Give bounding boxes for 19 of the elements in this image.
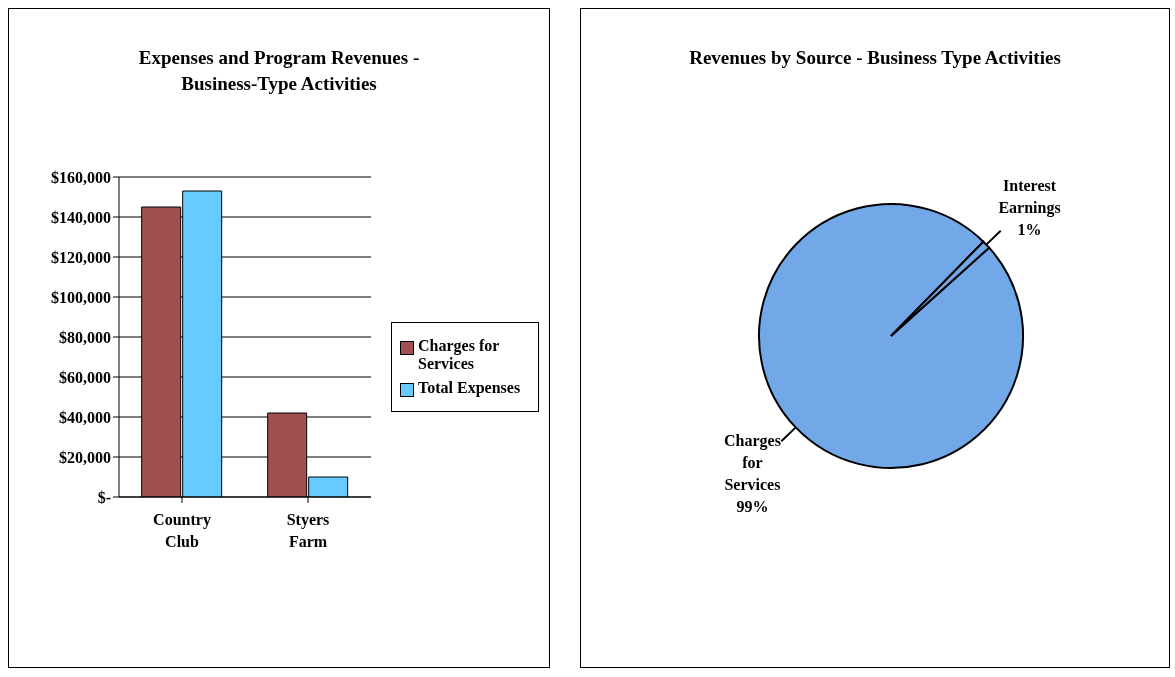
x-tick-label: Styers Farm [286,511,330,550]
y-tick-label: $80,000 [59,328,111,346]
y-tick-label: $- [97,488,111,506]
legend-label: Total Expenses [418,379,521,397]
y-tick-label: $40,000 [59,408,111,426]
y-tick-label: $60,000 [59,368,111,386]
y-tick-label: $100,000 [51,288,111,306]
y-tick-label: $120,000 [51,248,111,266]
x-tick-label: Country Club [153,511,211,550]
slice-label: Charges for Services [723,431,781,493]
chart-title: Revenues by Source - Business Type Activities [688,46,1062,70]
slice-label: Interest Earnings [998,177,1061,218]
legend-label: Charges for Services [418,337,501,373]
y-tick-label: $160,000 [51,168,111,186]
data-label: 99% [736,497,769,515]
y-tick-label: $140,000 [51,208,111,226]
y-tick-label: $20,000 [59,448,111,466]
data-label: 1% [1017,221,1042,239]
chart-title: Expenses and Program Revenues - Business-Type Activities [137,46,421,96]
